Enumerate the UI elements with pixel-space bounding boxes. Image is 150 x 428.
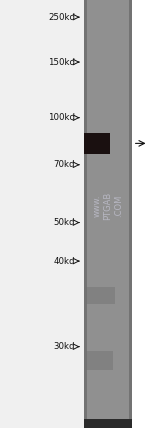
Bar (84, 0, 132, 428)
Bar (0, 0, 84, 428)
Text: 100kd: 100kd (48, 113, 75, 122)
Text: 150kd: 150kd (48, 57, 75, 67)
Bar (84, 133, 110, 154)
Text: 40kd: 40kd (54, 256, 75, 266)
Bar (86, 351, 113, 370)
Bar (129, 0, 132, 428)
Bar (84, 0, 87, 428)
Text: 70kd: 70kd (54, 160, 75, 169)
Bar (86, 287, 115, 304)
Text: 30kd: 30kd (54, 342, 75, 351)
Text: 250kd: 250kd (48, 12, 75, 22)
Text: www.
PTGAB
.COM: www. PTGAB .COM (93, 191, 123, 220)
Bar (84, 419, 132, 428)
Text: 50kd: 50kd (54, 218, 75, 227)
